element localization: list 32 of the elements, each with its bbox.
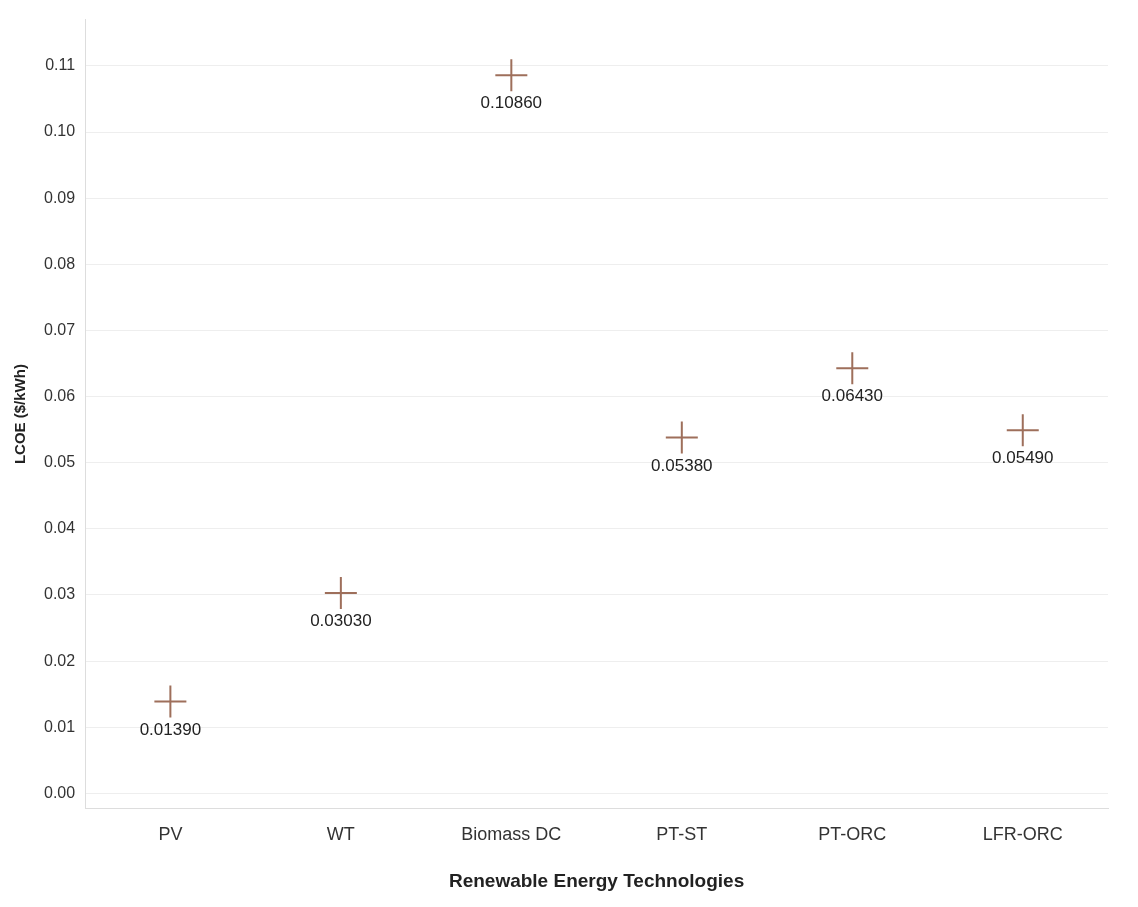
x-tick-label: WT [326, 824, 355, 845]
y-tick-label: 0.03 [44, 585, 76, 603]
y-tick-label: 0.06 [44, 386, 76, 404]
x-tick-label: Biomass DC [461, 824, 562, 845]
point [1006, 414, 1039, 447]
data-label: 0.05490 [992, 448, 1054, 468]
y-tick-label: 0.01 [44, 717, 76, 735]
point [495, 59, 528, 92]
y-tick-label: 0.10 [44, 122, 76, 140]
x-tick-label: PT-ORC [818, 824, 887, 845]
x-axis-title: Renewable Energy Technologies [448, 869, 745, 891]
y-tick-label: 0.11 [45, 56, 76, 74]
y-tick-label: 0.08 [44, 254, 76, 272]
data-label: 0.06430 [821, 386, 884, 406]
point [324, 577, 357, 609]
y-tick-label: 0.04 [44, 519, 76, 537]
point [836, 352, 869, 385]
data-label: 0.03030 [310, 611, 372, 631]
point [665, 421, 698, 454]
x-tick-label: LFR-ORC [982, 824, 1063, 845]
data-label: 0.05380 [651, 455, 713, 475]
data-label: 0.01390 [139, 719, 202, 739]
y-tick-label: 0.05 [44, 453, 76, 471]
data-label: 0.10860 [480, 93, 543, 113]
y-tick-label: 0.00 [44, 783, 76, 801]
y-tick-label: 0.07 [44, 320, 76, 338]
x-tick-label: PV [158, 824, 183, 845]
point [154, 685, 187, 718]
y-tick-label: 0.09 [44, 188, 76, 206]
x-tick-label: PT-ST [656, 824, 708, 845]
y-tick-label: 0.02 [44, 651, 76, 669]
y-axis-title: LCOE ($/kWh) [11, 364, 29, 465]
